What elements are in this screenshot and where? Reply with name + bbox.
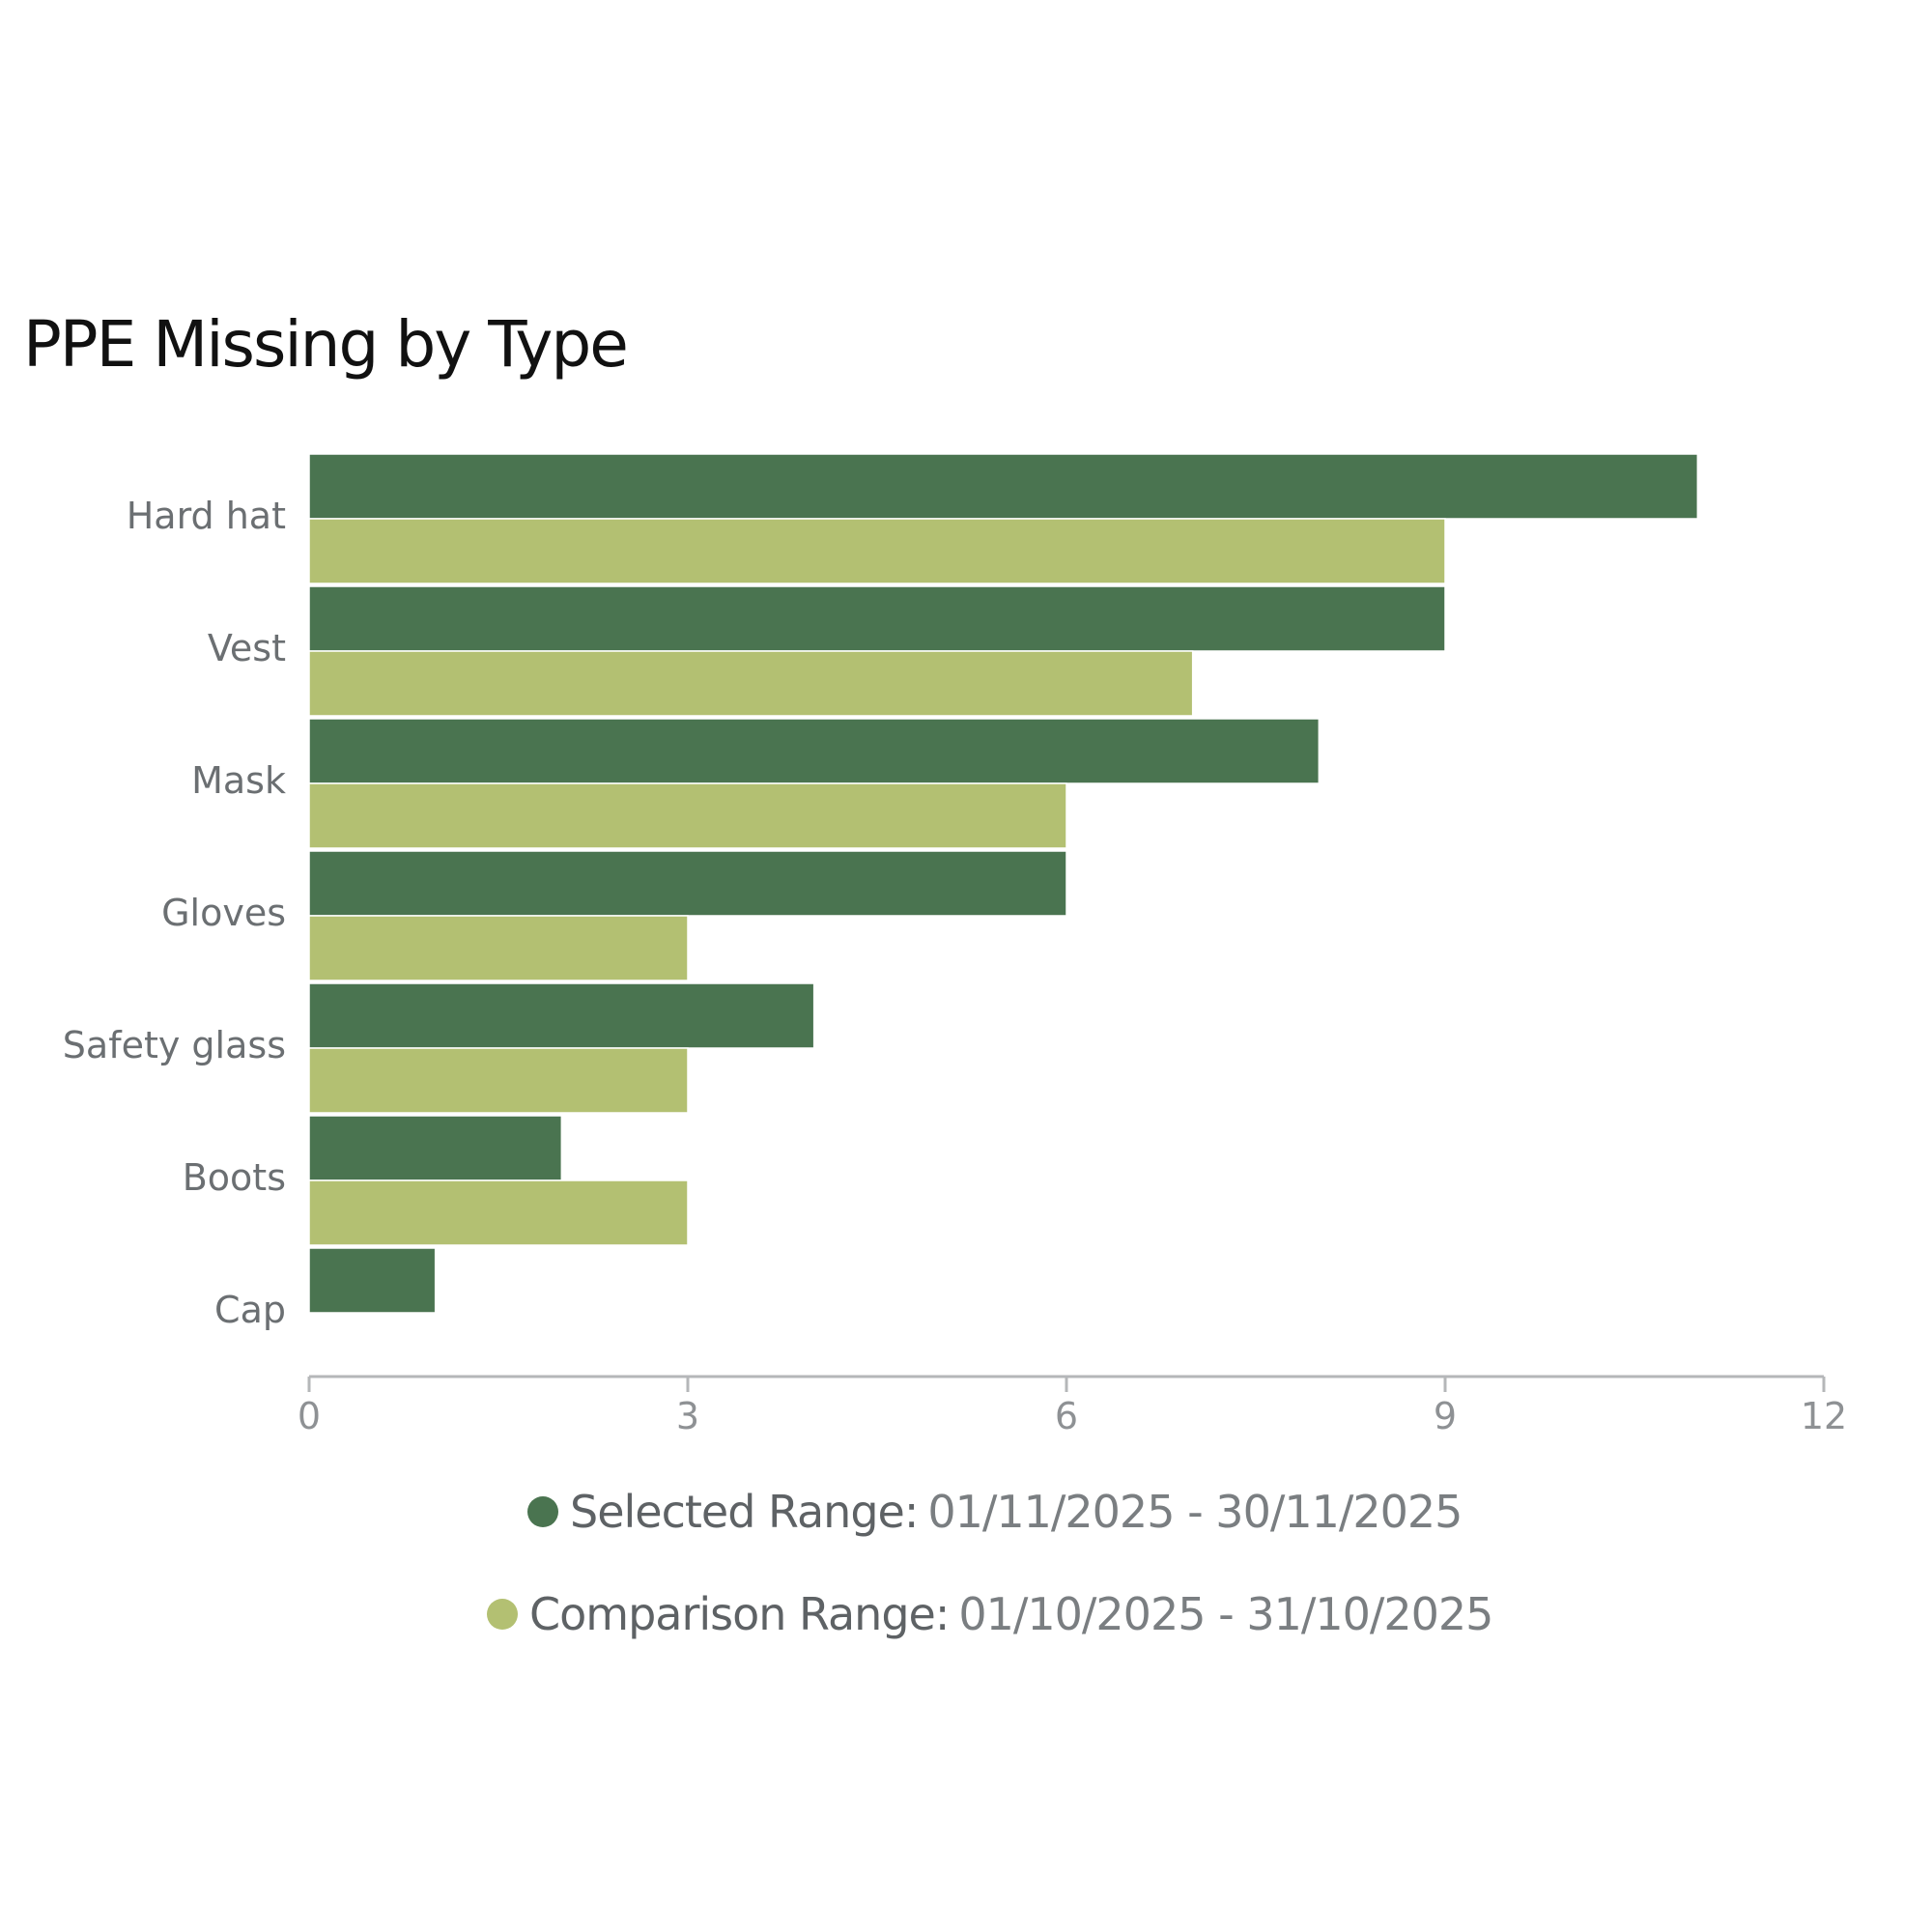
category-label-cap: Cap — [214, 1289, 286, 1331]
bar-selected-range-boots[interactable] — [308, 1115, 563, 1181]
category-label-safety-glass: Safety glass — [63, 1024, 286, 1066]
category-label-gloves: Gloves — [161, 892, 286, 934]
legend-name-selected: Selected Range — [570, 1486, 905, 1538]
legend-swatch-comparison — [487, 1599, 518, 1630]
category-labels: Hard hat Vest Mask Gloves Safety glass Boots C… — [63, 495, 286, 1331]
legend-range-selected: 01/11/2025 - 30/11/2025 — [927, 1486, 1463, 1538]
legend-name-comparison: Comparison Range — [529, 1588, 936, 1640]
legend-item-comparison[interactable]: Comparison Range: 01/10/2025 - 31/10/202… — [487, 1588, 1493, 1640]
category-label-mask: Mask — [191, 759, 286, 802]
x-tick-label-9: 9 — [1434, 1395, 1457, 1437]
x-tick-label-12: 12 — [1801, 1395, 1847, 1437]
bar-comparison-range-boots[interactable] — [308, 1179, 689, 1246]
category-label-boots: Boots — [183, 1156, 286, 1199]
bar-selected-range-mask[interactable] — [308, 718, 1321, 784]
bar-selected-range-cap[interactable] — [308, 1247, 437, 1314]
x-axis-ticks: 0 3 6 9 12 — [298, 1377, 1847, 1437]
bar-comparison-range-hard-hat[interactable] — [308, 518, 1446, 584]
bar-comparison-range-vest[interactable] — [308, 650, 1194, 717]
bar-selected-range-vest[interactable] — [308, 585, 1446, 652]
bar-selected-range-hard-hat[interactable] — [308, 453, 1699, 520]
x-tick-label-6: 6 — [1055, 1395, 1078, 1437]
legend-item-selected[interactable]: Selected Range: 01/11/2025 - 30/11/2025 — [527, 1486, 1463, 1538]
x-tick-label-0: 0 — [298, 1395, 321, 1437]
category-label-hard-hat: Hard hat — [127, 495, 286, 537]
bar-comparison-range-safety-glass[interactable] — [308, 1047, 689, 1114]
legend-swatch-selected — [527, 1496, 558, 1527]
bars-layer — [308, 453, 1699, 1314]
x-tick-label-3: 3 — [676, 1395, 699, 1437]
bar-comparison-range-mask[interactable] — [308, 782, 1067, 849]
legend-range-comparison: 01/10/2025 - 31/10/2025 — [958, 1588, 1493, 1640]
bar-comparison-range-gloves[interactable] — [308, 915, 689, 981]
legend-separator: : — [903, 1486, 919, 1538]
legend-separator: : — [934, 1588, 950, 1640]
bar-selected-range-safety-glass[interactable] — [308, 982, 815, 1049]
bar-selected-range-gloves[interactable] — [308, 850, 1067, 917]
category-label-vest: Vest — [208, 627, 286, 669]
chart-title: PPE Missing by Type — [23, 307, 629, 382]
